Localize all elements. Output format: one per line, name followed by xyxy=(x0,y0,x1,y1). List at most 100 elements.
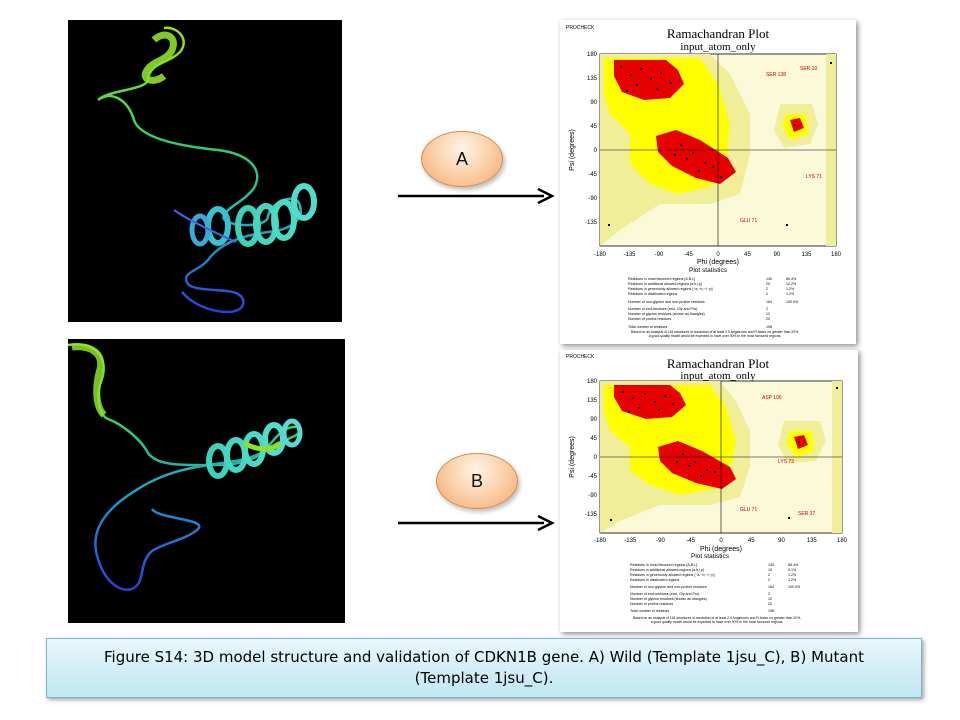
label-b-oval: B xyxy=(436,453,518,509)
stat-label: Residues in disallowed regions xyxy=(628,292,678,296)
residue-label: SER 138 xyxy=(766,72,786,78)
stat-pct: 12.2% xyxy=(786,282,797,286)
stat-label: Residues in most favoured regions [A,B,L… xyxy=(630,563,697,567)
stat-label: Residues in additional allowed regions [… xyxy=(628,282,702,286)
stat-count: 2 xyxy=(768,578,770,582)
x-tick: 180 xyxy=(837,538,848,544)
stat-pct: 88.4% xyxy=(788,563,799,567)
stat-label: Number of proline residues xyxy=(628,317,671,321)
y-axis-label: Psi (degrees) xyxy=(569,436,576,478)
x-tick: 135 xyxy=(807,538,818,544)
y-tick: -90 xyxy=(588,196,597,202)
residue-label: GLU 71 xyxy=(740,218,757,224)
stat-count: 164 xyxy=(766,300,772,304)
plot-subtitle: input_atom_only xyxy=(680,370,756,382)
stat-count: 198 xyxy=(768,609,774,613)
y-tick: -135 xyxy=(585,512,598,518)
x-tick: 45 xyxy=(748,538,755,544)
y-tick: 135 xyxy=(587,76,598,82)
ramachandran-plot-wild: PROCHECK Ramachandran Plot input_atom_on… xyxy=(560,20,856,344)
x-tick: -90 xyxy=(655,252,664,258)
stat-count: 2 xyxy=(768,573,770,577)
plot-title: Ramachandran Plot xyxy=(667,26,770,41)
stat-label: Residues in additional allowed regions [… xyxy=(630,568,704,572)
stats-title: Plot statistics xyxy=(689,267,728,274)
figure-caption: Figure S14: 3D model structure and valid… xyxy=(46,638,922,698)
ramachandran-plot-mutant: PROCHECK Ramachandran Plot input_atom_on… xyxy=(560,350,858,632)
x-tick: -45 xyxy=(684,252,693,258)
x-tick: 0 xyxy=(719,538,723,544)
stat-count: 198 xyxy=(766,325,772,329)
stat-pct: 85.4% xyxy=(786,277,797,281)
stat-count: 2 xyxy=(768,592,770,596)
y-tick: -45 xyxy=(588,172,597,178)
residue-label: LYS 73 xyxy=(778,459,794,465)
stat-label: Total number of residues xyxy=(630,609,670,613)
label-a-oval: A xyxy=(421,131,503,187)
stat-label: Number of proline residues xyxy=(630,602,673,606)
stat-pct: 1.2% xyxy=(788,573,797,577)
stat-label: Residues in most favoured regions [A,B,L… xyxy=(628,277,695,281)
plot-subtitle: input_atom_only xyxy=(680,41,756,53)
x-tick: 45 xyxy=(744,252,751,258)
caption-text: Figure S14: 3D model structure and valid… xyxy=(104,648,864,687)
residue-label: SER 10 xyxy=(800,66,817,72)
stat-count: 12 xyxy=(768,597,772,601)
stat-label: Residues in generously allowed regions [… xyxy=(628,287,713,291)
protein-structure-wild xyxy=(68,20,342,322)
stat-label: Number of end-residues (excl. Gly and Pr… xyxy=(630,592,699,596)
stats-title: Plot statistics xyxy=(691,553,730,560)
arrow-b xyxy=(398,514,555,532)
y-tick: 180 xyxy=(587,52,598,58)
arrow-a xyxy=(398,187,555,205)
y-tick: 0 xyxy=(594,148,598,154)
plot-header: PROCHECK xyxy=(566,354,595,360)
x-tick: -180 xyxy=(594,252,607,258)
y-tick: 135 xyxy=(587,398,598,404)
y-axis-label: Psi (degrees) xyxy=(569,129,576,171)
x-tick: -90 xyxy=(656,538,665,544)
y-tick: -45 xyxy=(588,474,597,480)
residue-label: LYS 71 xyxy=(806,174,822,180)
stat-label: Number of non-glycine and non-proline re… xyxy=(630,585,707,589)
stat-count: 20 xyxy=(768,602,772,606)
x-tick: 180 xyxy=(831,252,842,258)
stat-label: Residues in generously allowed regions [… xyxy=(630,573,715,577)
residue-label: GLU 71 xyxy=(740,507,757,513)
stat-count: 20 xyxy=(766,282,770,286)
x-tick: -180 xyxy=(594,538,607,544)
stat-pct: 100.0% xyxy=(786,300,799,304)
x-tick: -45 xyxy=(686,538,695,544)
y-tick: 180 xyxy=(587,379,598,385)
stat-count: 15 xyxy=(768,568,772,572)
stat-count: 164 xyxy=(768,585,774,589)
x-axis-label: Phi (degrees) xyxy=(700,546,742,553)
residue-label: SER 37 xyxy=(798,511,815,517)
x-axis-label: Phi (degrees) xyxy=(697,259,739,266)
stat-label: Number of non-glycine and non-proline re… xyxy=(628,300,705,304)
y-tick: 45 xyxy=(590,124,597,130)
residue-label: ASP 106 xyxy=(762,395,782,401)
stat-pct: 1.2% xyxy=(788,578,797,582)
x-tick: 135 xyxy=(801,252,812,258)
y-tick: -135 xyxy=(585,220,598,226)
stat-label: Number of end-residues (excl. Gly and Pr… xyxy=(628,307,697,311)
protein-structure-mutant xyxy=(68,339,345,623)
x-tick: 90 xyxy=(774,252,781,258)
stat-pct: 100.0% xyxy=(788,585,801,589)
y-tick: -90 xyxy=(588,493,597,499)
stat-count: 2 xyxy=(766,287,768,291)
stat-count: 12 xyxy=(766,312,770,316)
stat-label: Total number of residues xyxy=(628,325,668,329)
plot-header: PROCHECK xyxy=(566,25,595,31)
label-b: B xyxy=(470,470,483,491)
stat-count: 2 xyxy=(766,292,768,296)
stats-note: Based on an analysis of 118 structures o… xyxy=(632,616,802,624)
stat-count: 20 xyxy=(766,317,770,321)
stats-note: Based on an analysis of 118 structures o… xyxy=(630,330,800,338)
stat-count: 140 xyxy=(766,277,772,281)
stat-pct: 9.1% xyxy=(788,568,797,572)
y-tick: 90 xyxy=(590,417,597,423)
stat-pct: 1.2% xyxy=(786,287,795,291)
y-tick: 45 xyxy=(590,436,597,442)
